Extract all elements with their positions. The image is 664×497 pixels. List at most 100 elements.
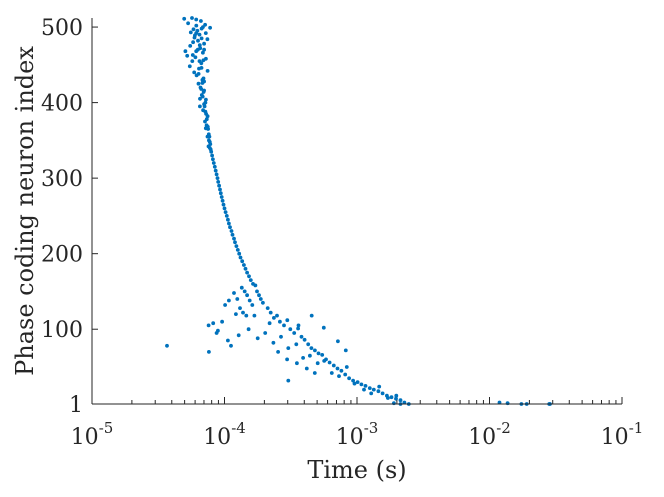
scatter-point xyxy=(217,183,222,188)
scatter-point xyxy=(199,66,204,70)
scatter-point xyxy=(182,16,187,21)
scatter-point xyxy=(206,323,211,328)
scatter-point xyxy=(212,164,217,169)
scatter-point xyxy=(295,361,299,366)
scatter-point xyxy=(275,313,279,318)
scatter-point xyxy=(190,16,194,20)
x-tick-label: 10-5 xyxy=(71,419,114,450)
scatter-point xyxy=(187,64,192,69)
scatter-point xyxy=(329,371,334,375)
x-tick-label: 10-4 xyxy=(203,419,246,450)
scatter-point xyxy=(196,72,201,76)
scatter-point xyxy=(367,386,372,390)
scatter-point xyxy=(216,328,220,333)
scatter-point xyxy=(306,342,311,347)
scatter-point xyxy=(347,376,351,381)
scatter-point xyxy=(244,313,249,318)
scatter-point xyxy=(278,319,282,324)
scatter-point xyxy=(199,19,203,23)
scatter-point xyxy=(216,180,221,184)
scatter-point xyxy=(402,400,407,405)
scatter-point xyxy=(198,104,202,109)
scatter-point xyxy=(202,41,207,46)
scatter-point xyxy=(389,395,394,400)
scatter-point xyxy=(235,297,240,301)
scatter-point xyxy=(263,331,268,335)
scatter-point xyxy=(194,31,199,35)
scatter-point xyxy=(205,69,210,73)
scatter-point xyxy=(369,391,374,396)
scatter-point xyxy=(296,323,301,328)
scatter-point xyxy=(282,323,286,328)
scatter-point xyxy=(215,176,220,181)
scatter-point xyxy=(235,248,240,252)
scatter-point xyxy=(308,353,312,358)
scatter-point xyxy=(272,316,276,320)
scatter-point xyxy=(371,387,376,392)
scatter-point xyxy=(232,236,236,241)
scatter-point xyxy=(336,339,340,344)
scatter-point xyxy=(202,102,207,106)
y-tick-label: 300 xyxy=(41,167,83,192)
scatter-point xyxy=(208,25,213,30)
scatter-point xyxy=(505,401,510,406)
scatter-point xyxy=(201,50,205,55)
scatter-point xyxy=(190,53,195,57)
axes: 10-5 10-4 10-3 10-2 10-1 1 100 200 300 400 500 xyxy=(41,16,643,450)
scatter-point xyxy=(255,336,260,341)
scatter-point xyxy=(211,161,216,165)
scatter-point xyxy=(376,389,381,394)
scatter-point xyxy=(232,291,236,295)
scatter-point xyxy=(220,319,225,324)
y-tick-label: 200 xyxy=(41,243,83,268)
scatter-point xyxy=(196,38,200,43)
scatter-point xyxy=(185,53,190,58)
scatter-point xyxy=(276,350,280,354)
scatter-point xyxy=(294,342,299,347)
scatter-point xyxy=(238,255,243,260)
scatter-point xyxy=(204,56,208,61)
x-axis-title: Time (s) xyxy=(307,456,406,484)
scatter-point xyxy=(188,30,193,35)
x-ticks: 10-5 10-4 10-3 10-2 10-1 xyxy=(71,397,644,450)
scatter-point xyxy=(227,221,231,226)
scatter-point xyxy=(207,134,212,139)
scatter-point xyxy=(322,359,327,363)
scatter-point xyxy=(204,97,208,102)
scatter-point xyxy=(286,346,291,350)
scatter-point xyxy=(234,312,238,316)
scatter-point xyxy=(380,391,385,396)
scatter-point xyxy=(218,191,223,196)
scatter-point xyxy=(230,232,235,237)
scatter-point xyxy=(202,88,207,93)
scatter-point xyxy=(398,398,403,403)
scatter-point xyxy=(246,327,251,332)
scatter-point xyxy=(255,289,259,294)
scatter-point xyxy=(226,338,230,343)
scatter-point xyxy=(309,313,314,318)
scatter-point xyxy=(301,356,305,360)
scatter-point xyxy=(219,195,224,199)
x-tick-label: 10-2 xyxy=(468,419,511,450)
scatter-point xyxy=(207,140,212,144)
scatter-point xyxy=(183,49,188,54)
scatter-point xyxy=(201,76,206,81)
scatter-point xyxy=(351,378,355,383)
scatter-point xyxy=(327,360,332,365)
y-axis-title: Phase coding neuron index xyxy=(11,46,39,376)
scatter-point xyxy=(196,81,201,86)
scatter-point xyxy=(233,240,237,245)
scatter-point xyxy=(352,381,357,386)
scatter-point xyxy=(186,21,191,26)
scatter-point xyxy=(248,278,253,282)
scatter-point xyxy=(213,168,218,173)
scatter-point xyxy=(296,326,300,331)
scatter-point xyxy=(192,70,197,75)
scatter-point xyxy=(211,321,216,326)
scatter-point xyxy=(210,153,215,158)
x-tick-label: 10-1 xyxy=(601,419,644,450)
scatter-point xyxy=(302,337,307,342)
scatter-point xyxy=(363,384,368,388)
scatter-point xyxy=(203,126,208,131)
